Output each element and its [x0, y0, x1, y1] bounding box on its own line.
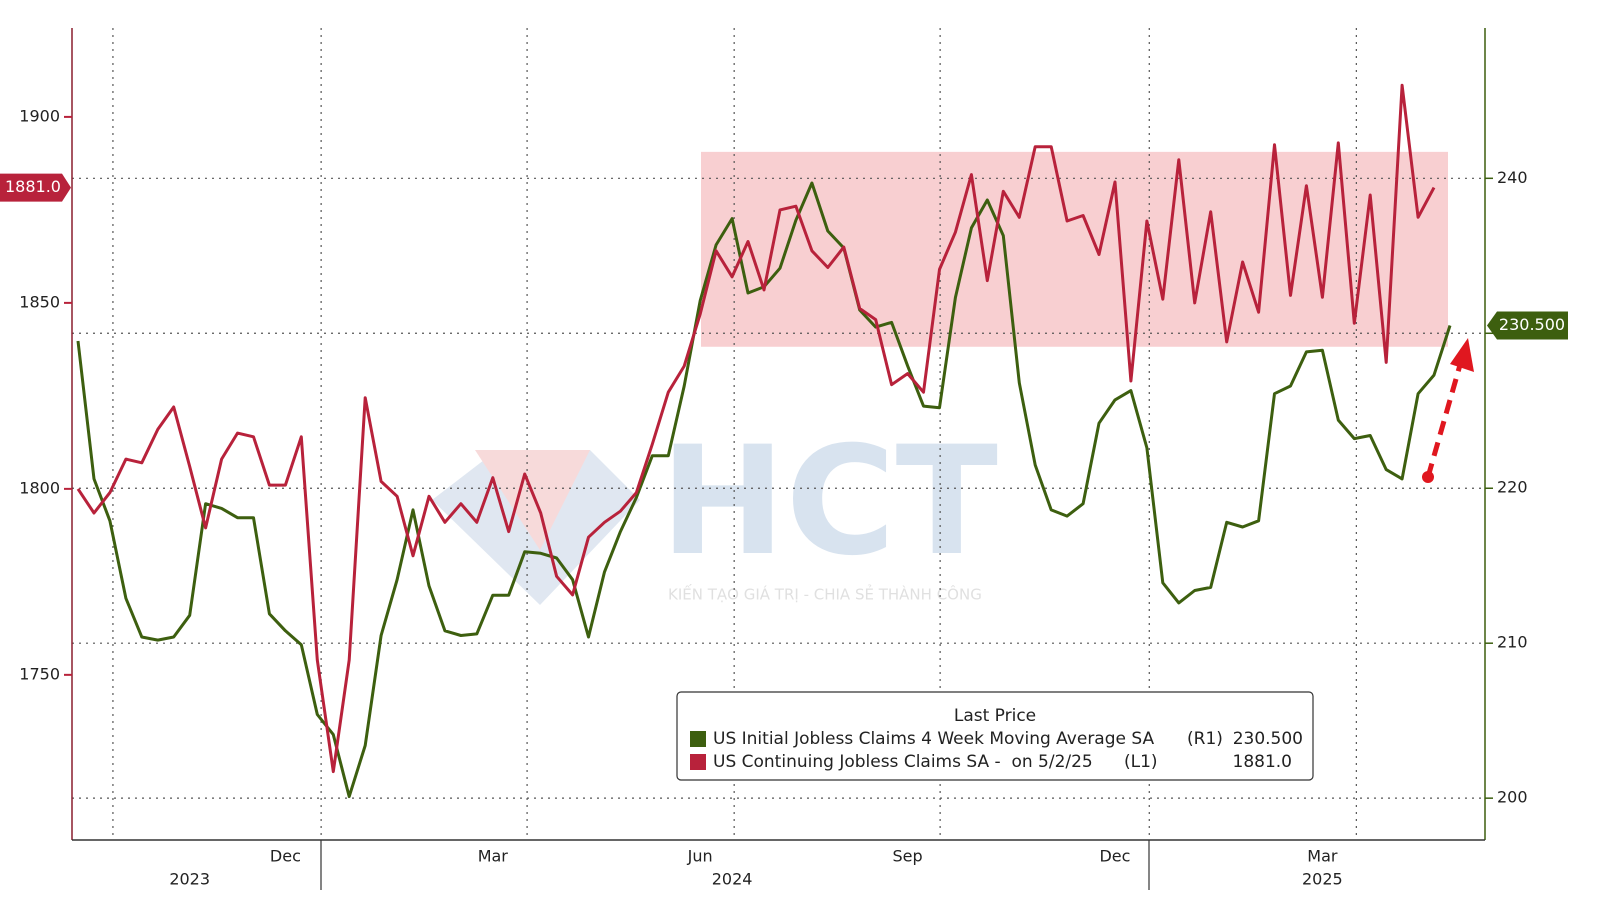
- watermark: HCT KIẾN TẠO GIÁ TRỊ - CHIA SẺ THÀNH CÔN…: [432, 415, 998, 605]
- x-year-label: 2024: [712, 870, 753, 889]
- axes-layer: 2002102202302401750180018501900DecMarJun…: [19, 28, 1528, 890]
- trend-arrow: [1422, 338, 1474, 483]
- last-value-tag: [1487, 311, 1568, 340]
- x-tick-label: Mar: [1307, 847, 1338, 866]
- legend-label: US Initial Jobless Claims 4 Week Moving …: [713, 729, 1154, 749]
- grid-layer: [72, 28, 1485, 840]
- series-layer: [76, 83, 1452, 799]
- x-year-label: 2025: [1302, 870, 1343, 889]
- x-tick-label: Jun: [687, 847, 713, 866]
- arrow-origin: [1422, 471, 1434, 483]
- legend-swatch: [690, 731, 706, 747]
- watermark-slogan: KIẾN TẠO GIÁ TRỊ - CHIA SẺ THÀNH CÔNG: [668, 583, 982, 604]
- x-year-label: 2023: [169, 870, 210, 889]
- highlight-band: [701, 151, 1448, 347]
- legend-last-value: 230.500: [1233, 729, 1303, 749]
- watermark-logo: HCT: [660, 415, 998, 589]
- legend-box: [676, 691, 1314, 781]
- x-tick-label: Sep: [893, 847, 923, 866]
- legend-title: Last Price: [954, 706, 1036, 726]
- last-value-tag-label: 1881.0: [5, 177, 61, 196]
- arrow-shaft: [1425, 364, 1463, 478]
- shade-layer: [701, 151, 1448, 347]
- legend-axis-tag: (R1): [1187, 729, 1223, 749]
- x-tick-label: Dec: [1099, 847, 1130, 866]
- y2-tick-label: 220: [1497, 478, 1528, 497]
- y-tick-label: 1900: [19, 106, 60, 125]
- series-line: [76, 83, 1436, 774]
- y2-tick-label: 210: [1497, 633, 1528, 652]
- y-tick-label: 1750: [19, 664, 60, 683]
- legend: Last Price US Initial Jobless Claims 4 W…: [676, 691, 1314, 781]
- legend-last-value: 1881.0: [1233, 752, 1292, 772]
- last-value-tag-label: 230.500: [1499, 315, 1565, 334]
- y2-tick-label: 200: [1497, 788, 1528, 807]
- legend-axis-tag: (L1): [1124, 752, 1158, 772]
- legend-rows: US Initial Jobless Claims 4 Week Moving …: [690, 729, 1303, 772]
- x-tick-label: Mar: [478, 847, 509, 866]
- last-value-tags: 230.500 1881.0: [0, 173, 1568, 340]
- y-tick-label: 1850: [19, 292, 60, 311]
- legend-swatch: [690, 754, 706, 770]
- legend-label: US Continuing Jobless Claims SA - on 5/2…: [713, 752, 1093, 772]
- x-tick-label: Dec: [270, 847, 301, 866]
- arrow-head: [1450, 338, 1474, 372]
- y-tick-label: 1800: [19, 478, 60, 497]
- last-value-tag: [0, 173, 71, 202]
- watermark-diamond-top: [475, 450, 590, 550]
- y2-tick-label: 240: [1497, 168, 1528, 187]
